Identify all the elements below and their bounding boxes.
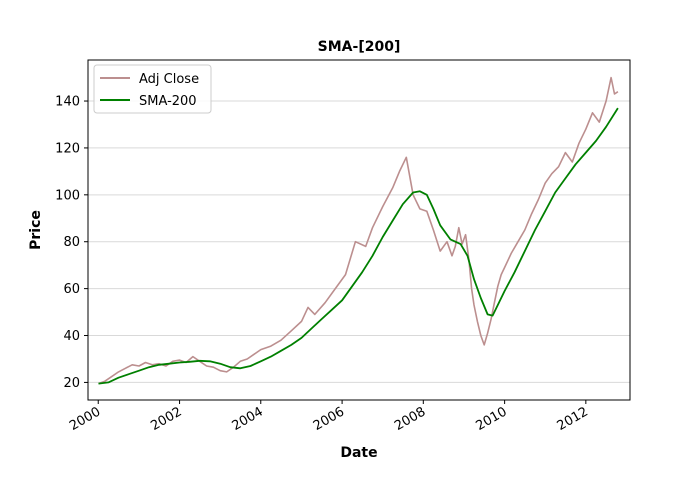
y-tick-label: 40 <box>63 329 80 344</box>
legend: Adj Close SMA-200 <box>93 64 212 114</box>
chart-title: SMA-[200] <box>318 39 401 55</box>
grid-layer <box>88 100 630 383</box>
x-axis-title: Date <box>340 445 377 461</box>
y-tick-label: 80 <box>63 235 80 250</box>
y-tick-label: 140 <box>55 95 80 110</box>
legend-label-adj-close: Adj Close <box>139 72 199 87</box>
series-line-sma-200 <box>98 107 619 385</box>
y-tick-label: 100 <box>55 188 80 203</box>
series-layer <box>98 76 619 385</box>
legend-label-sma-200: SMA-200 <box>139 94 197 109</box>
y-tick-label: 60 <box>63 282 80 297</box>
series-line-adj-close <box>98 76 619 385</box>
y-tick-label: 120 <box>55 141 80 156</box>
y-axis-title: Price <box>28 210 44 250</box>
y-tick-label: 20 <box>63 376 80 391</box>
plot-frame <box>87 59 631 401</box>
